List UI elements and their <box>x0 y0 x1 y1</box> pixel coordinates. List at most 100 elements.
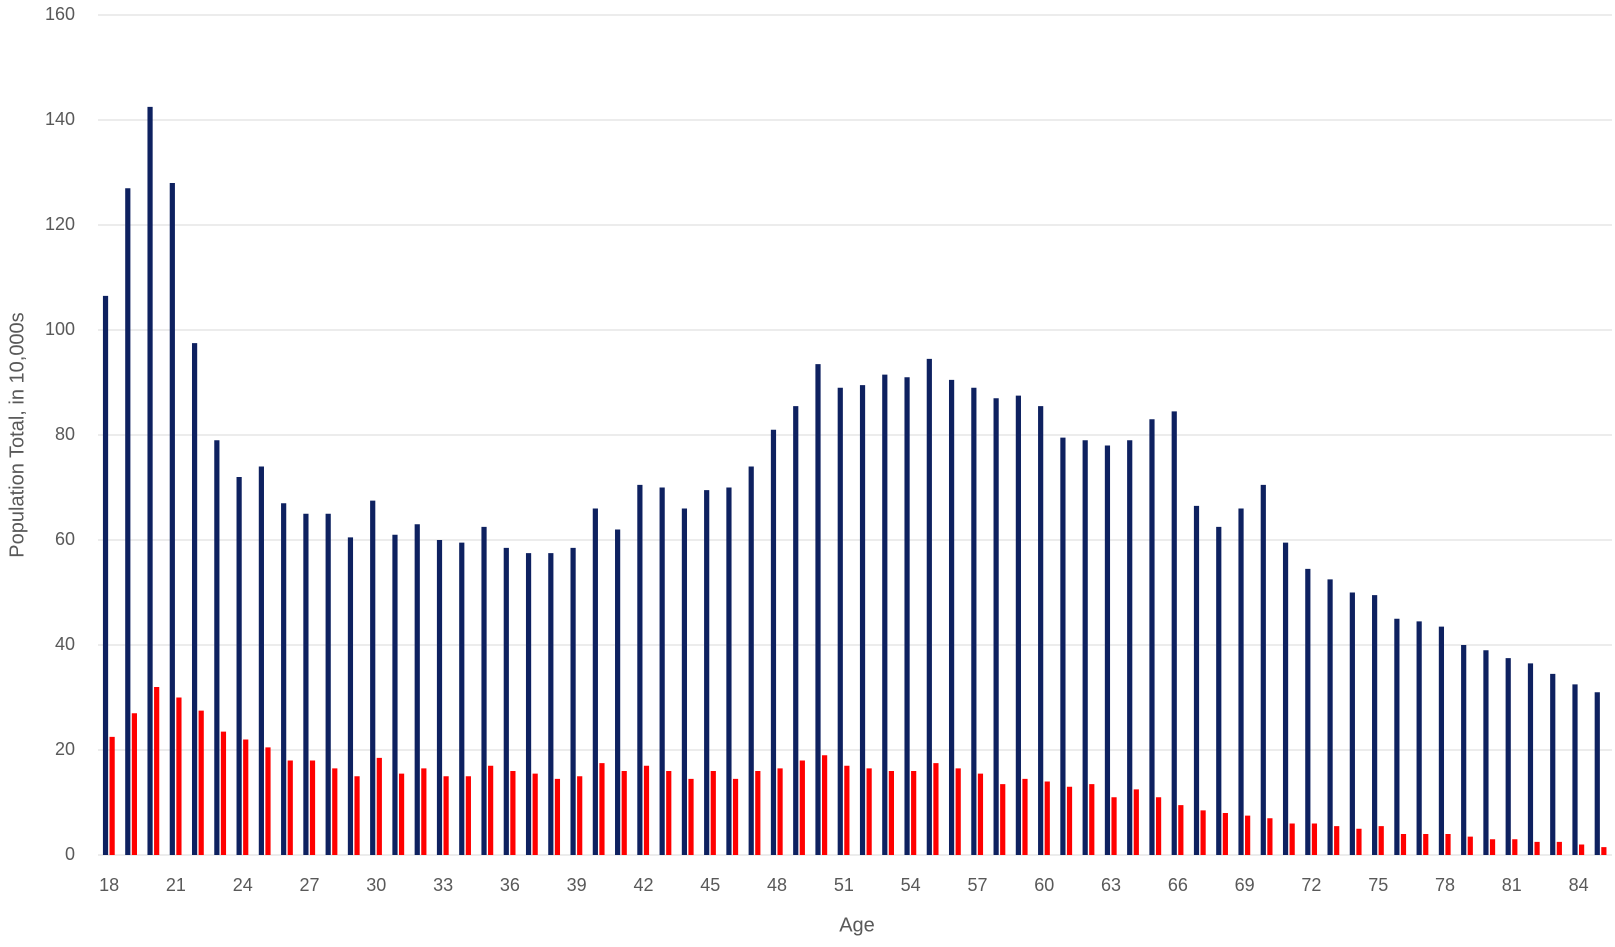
bar <box>1601 847 1607 855</box>
x-tick-label: 84 <box>1569 875 1589 895</box>
bar <box>332 768 338 855</box>
bar <box>577 776 583 855</box>
bar <box>1483 650 1489 855</box>
bar <box>309 760 316 855</box>
bar <box>1149 419 1155 855</box>
bar <box>570 547 576 855</box>
bar <box>243 739 249 855</box>
y-tick-label: 20 <box>55 739 75 759</box>
bar <box>1127 440 1133 855</box>
x-tick-label: 36 <box>500 875 520 895</box>
bar <box>859 385 866 855</box>
bar <box>281 503 287 855</box>
bar <box>1200 810 1206 855</box>
bar <box>1238 508 1244 855</box>
x-tick-label: 24 <box>233 875 253 895</box>
bar <box>844 765 850 855</box>
bar <box>1216 526 1222 855</box>
bar <box>443 776 449 855</box>
x-tick-label: 48 <box>767 875 787 895</box>
bar <box>637 484 643 855</box>
bar <box>1267 818 1273 855</box>
bar <box>1416 621 1422 855</box>
bar <box>911 771 917 855</box>
bar <box>169 183 175 855</box>
bar <box>370 500 376 855</box>
bar <box>236 477 242 855</box>
bar <box>1378 826 1384 855</box>
y-axis-label: Population Total, in 10,000s <box>6 312 28 557</box>
bar <box>770 429 777 855</box>
bar <box>726 487 732 855</box>
y-tick-label: 140 <box>45 109 75 129</box>
bar <box>1038 406 1044 855</box>
bar <box>615 529 621 855</box>
y-tick-label: 100 <box>45 319 75 339</box>
bar <box>1111 797 1117 855</box>
bar <box>1245 815 1251 855</box>
bar <box>621 771 627 855</box>
bar <box>258 466 264 855</box>
bar <box>525 553 532 855</box>
bar <box>971 387 977 855</box>
bar <box>822 755 828 855</box>
bar <box>1349 592 1355 855</box>
bar <box>837 387 843 855</box>
x-tick-label: 51 <box>834 875 854 895</box>
bar <box>1327 579 1333 855</box>
bar <box>1015 395 1021 855</box>
bar <box>1394 618 1400 855</box>
bar <box>510 771 516 855</box>
bar <box>1594 692 1600 855</box>
bar <box>1489 839 1496 855</box>
bar <box>421 768 427 855</box>
bar <box>1044 781 1050 855</box>
bar <box>554 778 561 855</box>
bar <box>732 778 739 855</box>
bar <box>1461 645 1467 855</box>
bar <box>1505 658 1511 855</box>
bar <box>1556 841 1562 855</box>
bar <box>1000 784 1006 855</box>
bar <box>1155 797 1162 855</box>
bar <box>459 542 465 855</box>
bar <box>325 513 331 855</box>
y-tick-label: 120 <box>45 214 75 234</box>
x-tick-label: 60 <box>1034 875 1054 895</box>
bar <box>102 295 109 855</box>
x-tick-label: 45 <box>700 875 720 895</box>
bar <box>287 760 293 855</box>
bar <box>977 773 984 855</box>
bar <box>1089 784 1095 855</box>
x-tick-label: 27 <box>299 875 319 895</box>
bar <box>488 765 494 855</box>
x-tick-label: 30 <box>366 875 386 895</box>
bar <box>1356 828 1362 855</box>
y-tick-label: 60 <box>55 529 75 549</box>
bar <box>1372 595 1378 855</box>
x-tick-label: 21 <box>166 875 186 895</box>
bar <box>704 490 710 855</box>
x-tick-label: 57 <box>967 875 987 895</box>
bar <box>688 778 694 855</box>
bar <box>1534 841 1540 855</box>
x-tick-label: 75 <box>1368 875 1388 895</box>
bar <box>1572 684 1578 855</box>
y-tick-label: 0 <box>65 844 75 864</box>
bar <box>1445 834 1451 855</box>
bar <box>303 513 309 855</box>
bar <box>1438 626 1445 855</box>
bar <box>1082 440 1088 855</box>
bar <box>748 466 754 855</box>
x-tick-label: 78 <box>1435 875 1455 895</box>
bar <box>398 773 405 855</box>
bar <box>993 398 999 855</box>
bar <box>436 540 443 855</box>
bar <box>1178 805 1184 855</box>
bar <box>347 537 354 855</box>
bar <box>220 731 227 855</box>
bar <box>1060 437 1066 855</box>
bar <box>948 379 955 855</box>
bar <box>681 508 688 855</box>
bar <box>1260 484 1266 855</box>
